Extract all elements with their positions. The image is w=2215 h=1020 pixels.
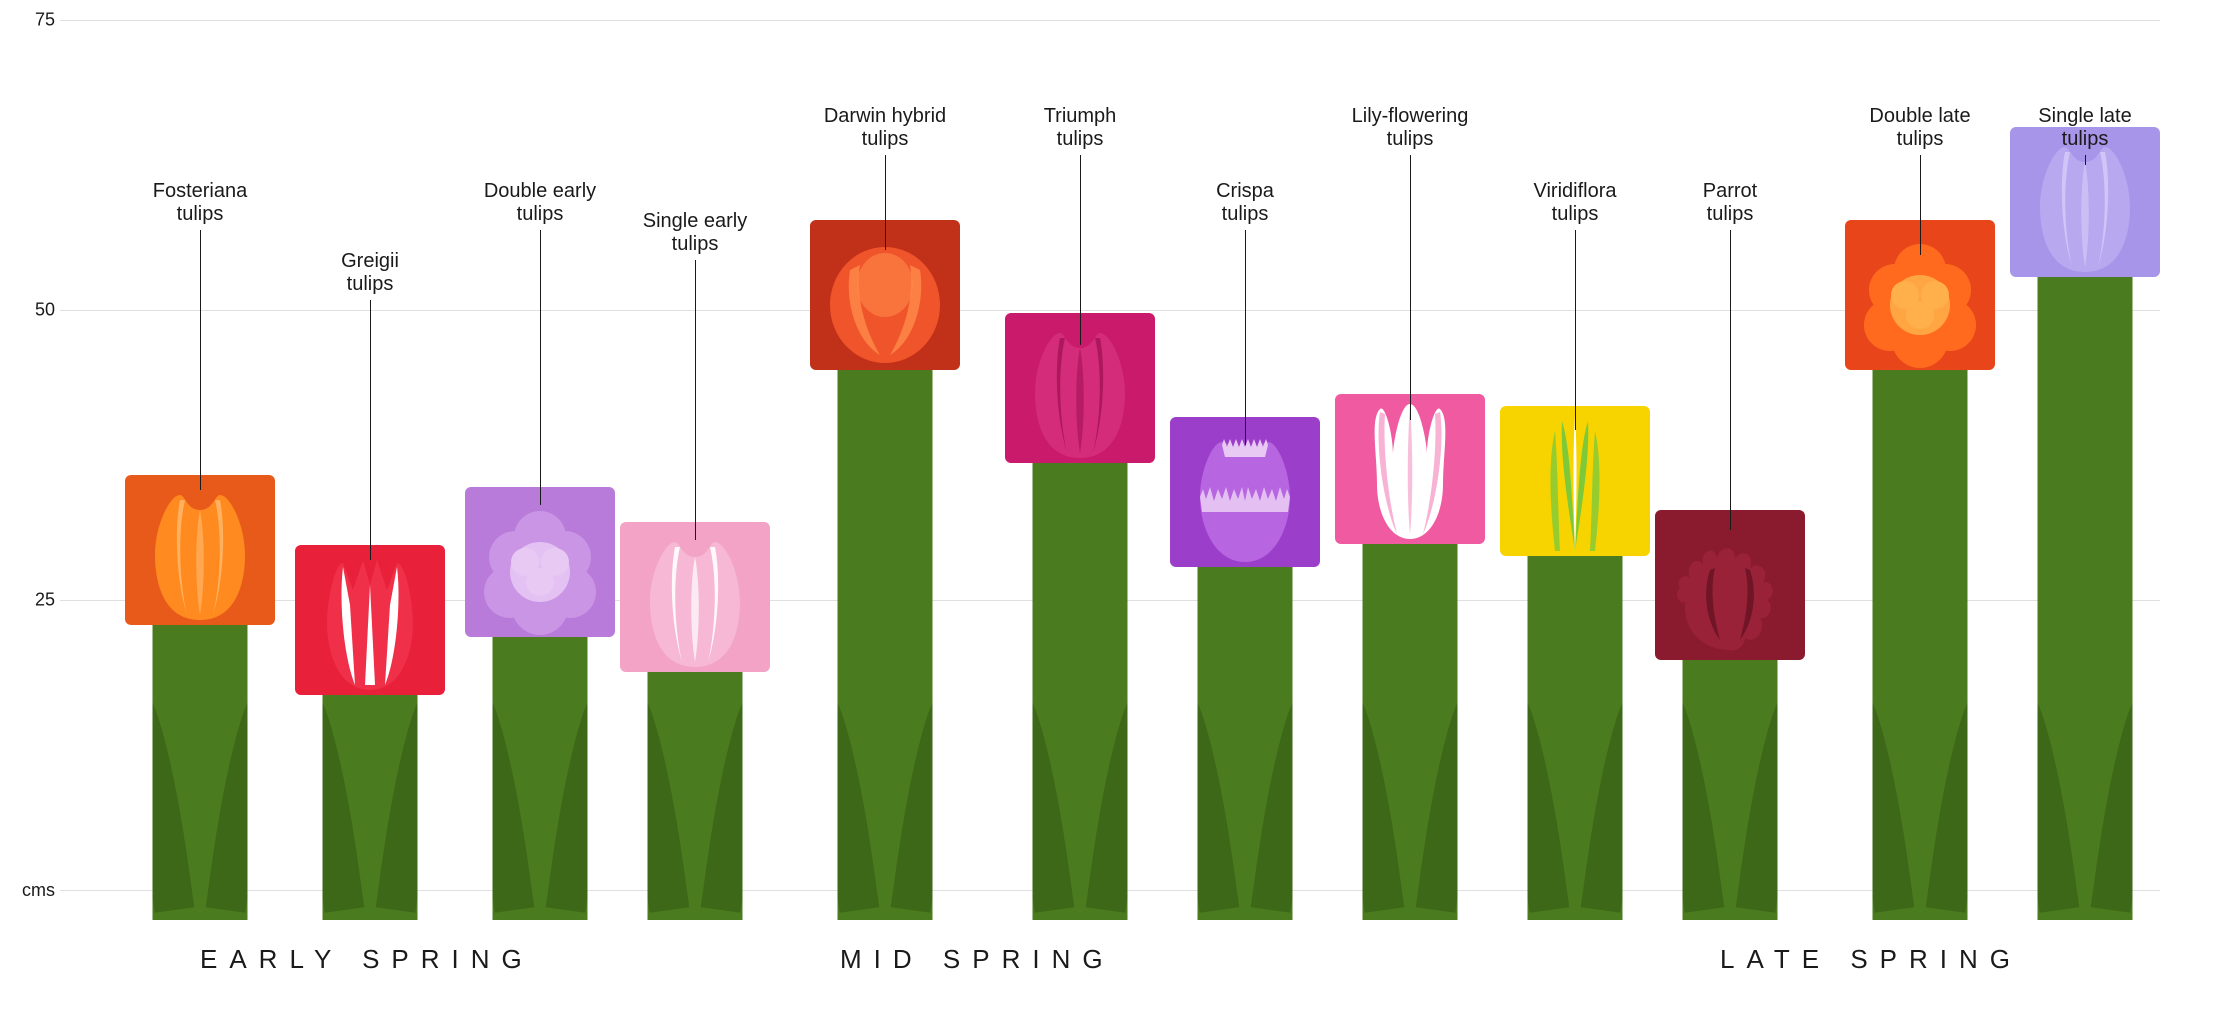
y-tick-label: 75 xyxy=(20,10,55,31)
gridline xyxy=(60,20,2160,21)
leaves xyxy=(1033,640,1128,920)
tulip-label-line1: Single early xyxy=(643,210,748,233)
tulip-label-line1: Viridiflora xyxy=(1534,180,1617,203)
tulip-label: Crispatulips xyxy=(1216,180,1274,226)
leaves xyxy=(1683,640,1778,920)
tulip-label-line1: Darwin hybrid xyxy=(824,105,946,128)
leaves xyxy=(2038,640,2133,920)
tulip-label-line2: tulips xyxy=(2038,128,2131,151)
tulip-label-line2: tulips xyxy=(1869,128,1970,151)
label-connector xyxy=(540,230,541,505)
tulip-label-line1: Fosteriana xyxy=(153,180,248,203)
tulip-label: Lily-floweringtulips xyxy=(1352,105,1469,151)
tulip-label-line2: tulips xyxy=(484,203,596,226)
y-tick-label: 25 xyxy=(20,590,55,611)
tulip-label-line2: tulips xyxy=(1216,203,1274,226)
leaves xyxy=(493,640,588,920)
label-connector xyxy=(370,300,371,560)
tulip-label-line2: tulips xyxy=(643,233,748,256)
season-label: EARLY SPRING xyxy=(200,944,534,975)
label-connector xyxy=(2085,155,2086,165)
tulip-label-line2: tulips xyxy=(1703,203,1757,226)
tulip-label-line1: Crispa xyxy=(1216,180,1274,203)
tulip-double-early: Double earlytulips xyxy=(480,50,600,920)
tulip-fosteriana: Fosterianatulips xyxy=(140,50,260,920)
tulip-label-line1: Double late xyxy=(1869,105,1970,128)
leaves xyxy=(1363,640,1458,920)
tulip-label-line2: tulips xyxy=(341,273,399,296)
tulip-parrot: Parrottulips xyxy=(1670,50,1790,920)
tulip-crispa: Crispatulips xyxy=(1185,50,1305,920)
tulip-label-line2: tulips xyxy=(1044,128,1117,151)
leaves xyxy=(1528,640,1623,920)
tulip-label-line2: tulips xyxy=(824,128,946,151)
tulip-lily: Lily-floweringtulips xyxy=(1350,50,1470,920)
flower-icon xyxy=(620,522,770,672)
tulip-label: Single latetulips xyxy=(2038,105,2131,151)
label-connector xyxy=(1080,155,1081,345)
tulip-label: Double latetulips xyxy=(1869,105,1970,151)
label-connector xyxy=(1730,230,1731,530)
tulip-label-line1: Parrot xyxy=(1703,180,1757,203)
label-connector xyxy=(1920,155,1921,255)
tulip-label-line1: Double early xyxy=(484,180,596,203)
label-connector xyxy=(200,230,201,490)
tulip-label-line2: tulips xyxy=(1352,128,1469,151)
tulip-label: Greigiitulips xyxy=(341,250,399,296)
flower-icon xyxy=(1655,510,1805,660)
leaves xyxy=(648,640,743,920)
tulip-label-line1: Lily-flowering xyxy=(1352,105,1469,128)
season-label: LATE SPRING xyxy=(1720,944,2022,975)
tulip-triumph: Triumphtulips xyxy=(1020,50,1140,920)
flower-icon xyxy=(295,545,445,695)
season-label: MID SPRING xyxy=(840,944,1115,975)
tulip-single-early: Single earlytulips xyxy=(635,50,755,920)
label-connector xyxy=(1410,155,1411,420)
flower-icon xyxy=(125,475,275,625)
tulip-label-line2: tulips xyxy=(153,203,248,226)
leaves xyxy=(153,640,248,920)
y-tick-label: 50 xyxy=(20,300,55,321)
tulip-label: Triumphtulips xyxy=(1044,105,1117,151)
tulip-double-late: Double latetulips xyxy=(1860,50,1980,920)
tulip-darwin: Darwin hybridtulips xyxy=(825,50,945,920)
tulip-label: Single earlytulips xyxy=(643,210,748,256)
tulip-label: Viridifloratulips xyxy=(1534,180,1617,226)
leaves xyxy=(1198,640,1293,920)
tulip-greigii: Greigiitulips xyxy=(310,50,430,920)
y-axis-unit: cms xyxy=(20,880,55,901)
flower-icon xyxy=(465,487,615,637)
label-connector xyxy=(1245,230,1246,445)
leaves xyxy=(1873,640,1968,920)
tulip-label: Darwin hybridtulips xyxy=(824,105,946,151)
label-connector xyxy=(1575,230,1576,430)
tulip-single-late: Single latetulips xyxy=(2025,50,2145,920)
chart-area: 255075cms Fosterianatulips Greigiitulips… xyxy=(60,20,2160,920)
tulip-label: Fosterianatulips xyxy=(153,180,248,226)
tulip-viridiflora: Viridifloratulips xyxy=(1515,50,1635,920)
tulip-label-line2: tulips xyxy=(1534,203,1617,226)
tulip-label-line1: Greigii xyxy=(341,250,399,273)
tulip-label-line1: Triumph xyxy=(1044,105,1117,128)
tulip-label: Double earlytulips xyxy=(484,180,596,226)
label-connector xyxy=(695,260,696,540)
tulip-label-line1: Single late xyxy=(2038,105,2131,128)
tulip-label: Parrottulips xyxy=(1703,180,1757,226)
label-connector xyxy=(885,155,886,250)
leaves xyxy=(838,640,933,920)
